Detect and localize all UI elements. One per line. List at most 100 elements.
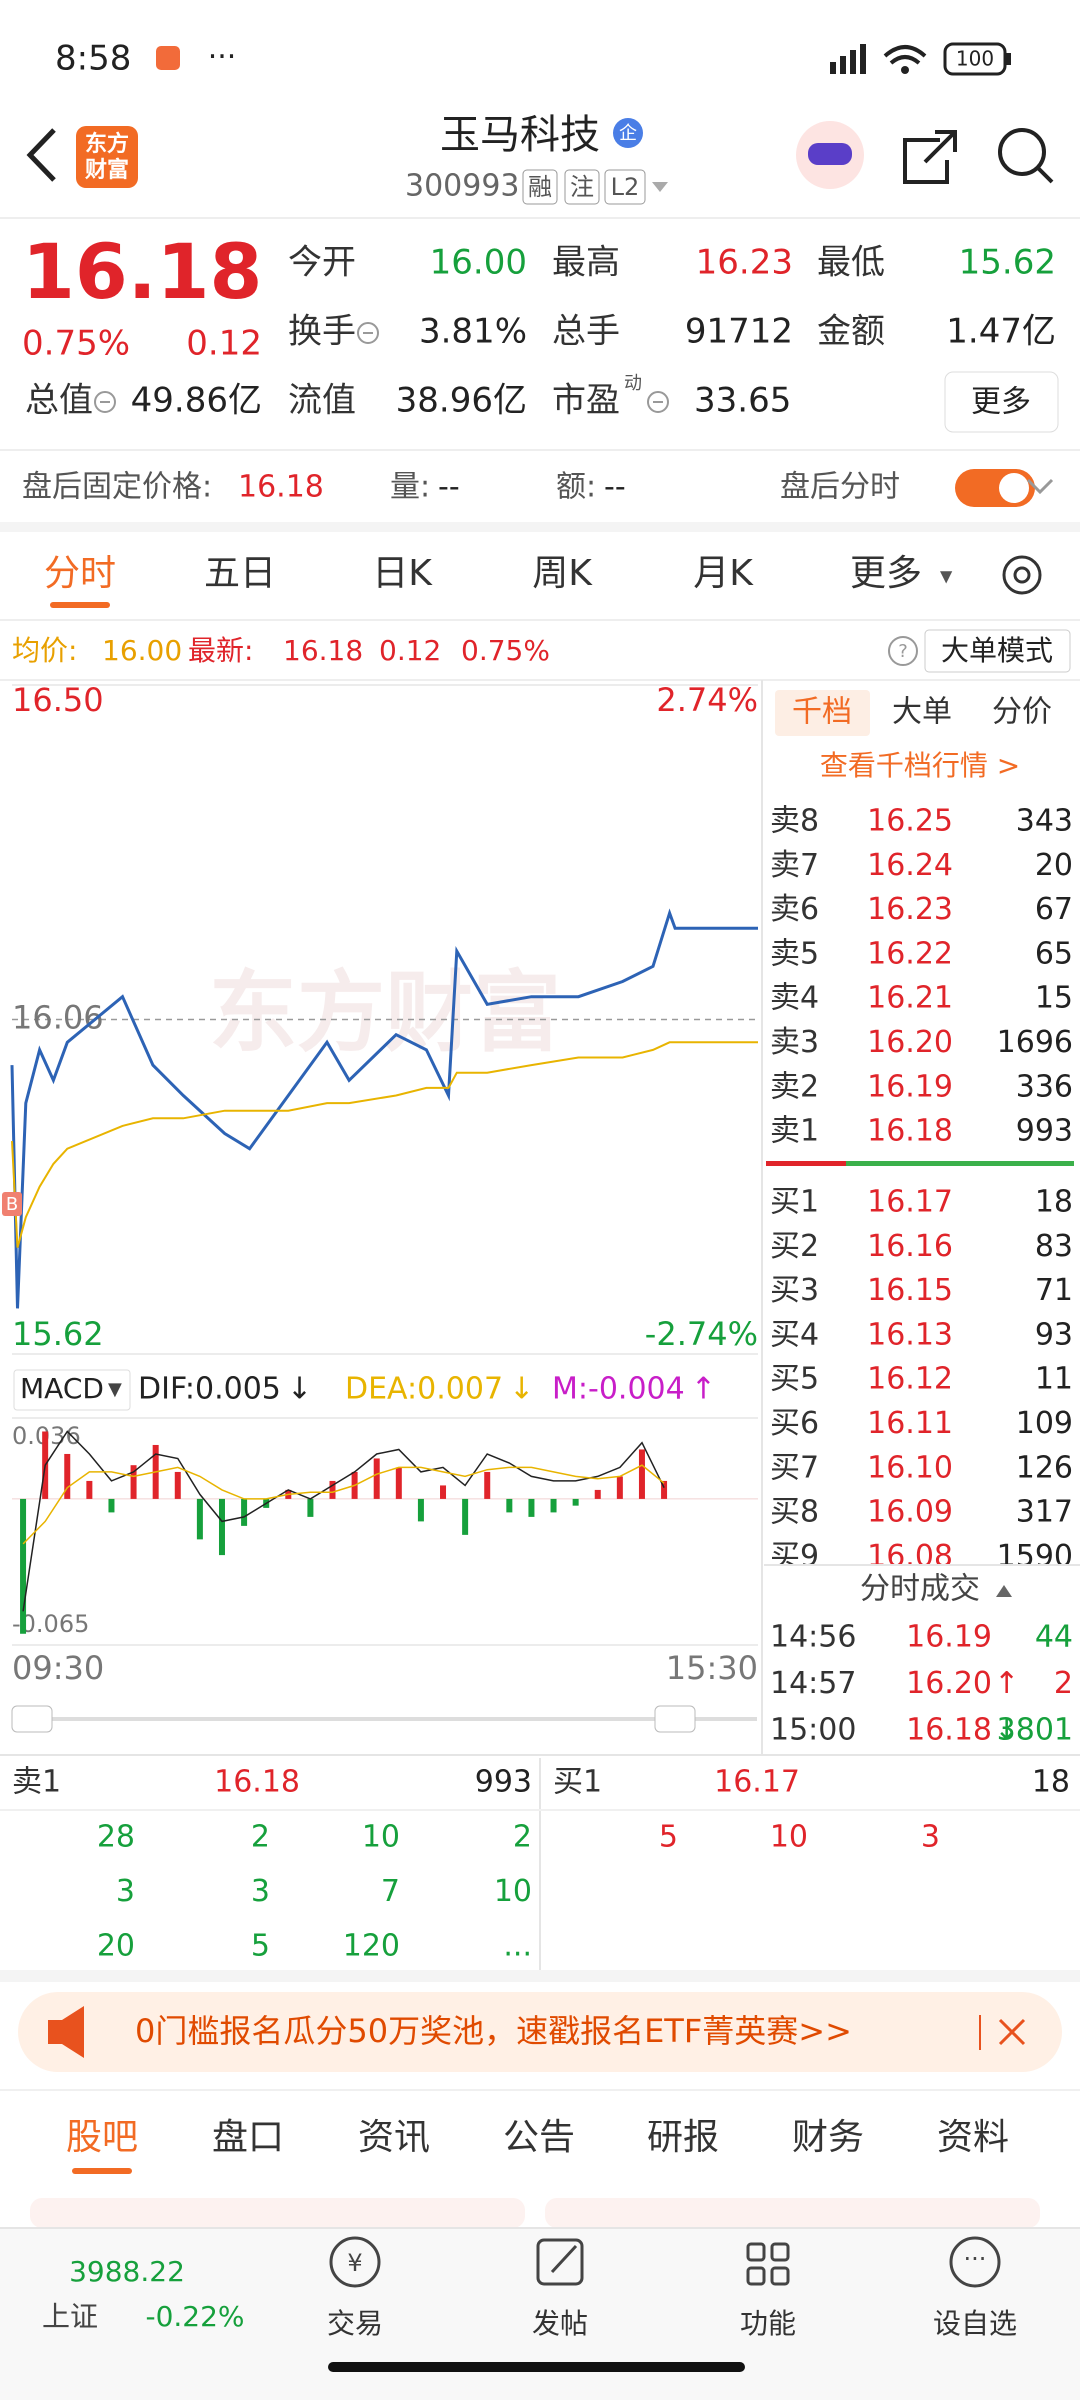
trade-price: 16.19: [906, 1620, 992, 1655]
order-book-tab[interactable]: 千档: [792, 695, 852, 730]
content-tab[interactable]: 盘口: [212, 2117, 284, 2158]
after-hours-toggle-label: 盘后分时: [780, 470, 900, 505]
period-tab[interactable]: 更多: [850, 553, 922, 594]
queue-order: 3: [921, 1820, 940, 1855]
bid-price: 16.17: [867, 1185, 953, 1220]
dropdown-arrow[interactable]: [652, 182, 668, 192]
tab-underline: [50, 602, 110, 608]
stat-label: 总手: [552, 312, 620, 352]
ask-label: 卖1: [770, 1114, 819, 1149]
queue-order: 10: [770, 1820, 808, 1855]
content-tab[interactable]: 股吧: [66, 2117, 138, 2158]
period-tab[interactable]: 月K: [693, 553, 754, 594]
mode-button[interactable]: [924, 629, 1071, 673]
buy-marker: [2, 1192, 22, 1216]
info-icon: [94, 391, 116, 413]
avg-line: [11, 1041, 758, 1248]
bid-price: 16.16: [867, 1229, 953, 1264]
stat-label: 最高: [552, 243, 620, 283]
macd-line: [22, 1430, 665, 1612]
ask-volume: 15: [1035, 981, 1073, 1016]
latest-change: 0.12: [379, 634, 441, 667]
ask-label: 卖7: [770, 848, 819, 883]
megaphone-icon: [48, 2006, 84, 2058]
period-tab[interactable]: 周K: [532, 553, 593, 594]
avg-label: 均价:: [12, 634, 77, 667]
stat-value: 15.62: [959, 243, 1056, 283]
ask-price: 16.20: [867, 1025, 953, 1060]
ask-price: 16.19: [867, 1069, 953, 1104]
banner-close[interactable]: [998, 2018, 1026, 2046]
tag-box: [564, 169, 600, 205]
stat-label: 换手: [288, 312, 356, 352]
index-value[interactable]: 3988.22: [69, 2255, 185, 2288]
stat-value: 3.81%: [419, 312, 527, 352]
queue-order: 5: [659, 1820, 678, 1855]
settings-center: [1013, 566, 1031, 584]
stat-value: 33.65: [694, 381, 791, 421]
level2-label: 买1: [553, 1765, 602, 1800]
order-book-link[interactable]: 查看千档行情 >: [820, 749, 1020, 782]
indicator-readout: DIF:0.005: [138, 1372, 281, 1407]
order-book-tab[interactable]: 大单: [892, 695, 952, 730]
y2-tick-label: 2.74%: [656, 681, 758, 719]
stat-value: 16.00: [430, 243, 527, 283]
share-button[interactable]: [903, 130, 957, 184]
indicator-name: MACD: [20, 1372, 104, 1405]
queue-order: 7: [381, 1874, 400, 1909]
trades-toggle[interactable]: [996, 1585, 1012, 1597]
settings-button[interactable]: [1002, 555, 1042, 595]
period-tab[interactable]: 分时: [44, 553, 116, 594]
tag-box: [604, 169, 646, 205]
bid-volume: 93: [1035, 1317, 1073, 1352]
ask-volume: 20: [1035, 848, 1073, 883]
macd-bar: [572, 1498, 579, 1506]
banner[interactable]: [18, 1992, 1062, 2072]
bid-volume: 11: [1035, 1362, 1073, 1397]
nav-item[interactable]: 发帖: [532, 2307, 588, 2340]
logo-text: 财富: [85, 157, 129, 183]
macd-bar: [329, 1480, 336, 1499]
bid-label: 买6: [770, 1406, 819, 1441]
macd-bar: [373, 1458, 380, 1499]
more-button[interactable]: [944, 371, 1059, 433]
level2-volume: 993: [475, 1765, 532, 1800]
bid-volume: 18: [1035, 1185, 1073, 1220]
content-tab[interactable]: 公告: [503, 2117, 575, 2158]
tag: L2: [611, 173, 640, 201]
ask-volume: 993: [1016, 1114, 1073, 1149]
trade-arrow: ↑: [994, 1666, 1019, 1701]
ask-price: 16.18: [867, 1114, 953, 1149]
queue-order: 2: [251, 1820, 270, 1855]
search-button[interactable]: [998, 128, 1046, 176]
bid-label: 买9: [770, 1539, 819, 1574]
nav-item[interactable]: 功能: [740, 2307, 796, 2340]
macd-bar: [196, 1498, 203, 1540]
scroll-handle[interactable]: [11, 1705, 53, 1733]
period-tab[interactable]: 五日: [204, 553, 276, 594]
ask-volume: 67: [1035, 892, 1073, 927]
watermark: 东方财富: [209, 961, 561, 1064]
feature-icon: [746, 2242, 790, 2286]
stat-value: 1.47亿: [946, 312, 1056, 352]
content-tab[interactable]: 资料: [937, 2117, 1009, 2158]
scroll-handle[interactable]: [654, 1705, 696, 1733]
content-tab[interactable]: 资讯: [358, 2117, 430, 2158]
more-button-label: 更多: [971, 385, 1031, 420]
indicator-readout: M:-0.004: [552, 1372, 685, 1407]
trade-price: 16.18: [906, 1713, 992, 1748]
order-book-tab[interactable]: 分价: [992, 695, 1052, 730]
macd-bar: [638, 1449, 645, 1499]
nav-item[interactable]: 交易: [327, 2307, 383, 2340]
nav-item[interactable]: 设自选: [933, 2307, 1017, 2340]
back-button[interactable]: [26, 128, 56, 182]
period-tab[interactable]: 日K: [372, 553, 433, 594]
expand-button[interactable]: [1026, 478, 1054, 495]
help-mark: ?: [898, 641, 908, 662]
content-tab[interactable]: 财务: [792, 2117, 864, 2158]
battery-level: 100: [956, 47, 994, 71]
content-tab[interactable]: 研报: [647, 2117, 719, 2158]
indicator-select[interactable]: [13, 1369, 131, 1411]
bid-label: 买4: [770, 1317, 819, 1352]
help-button[interactable]: [888, 636, 918, 666]
